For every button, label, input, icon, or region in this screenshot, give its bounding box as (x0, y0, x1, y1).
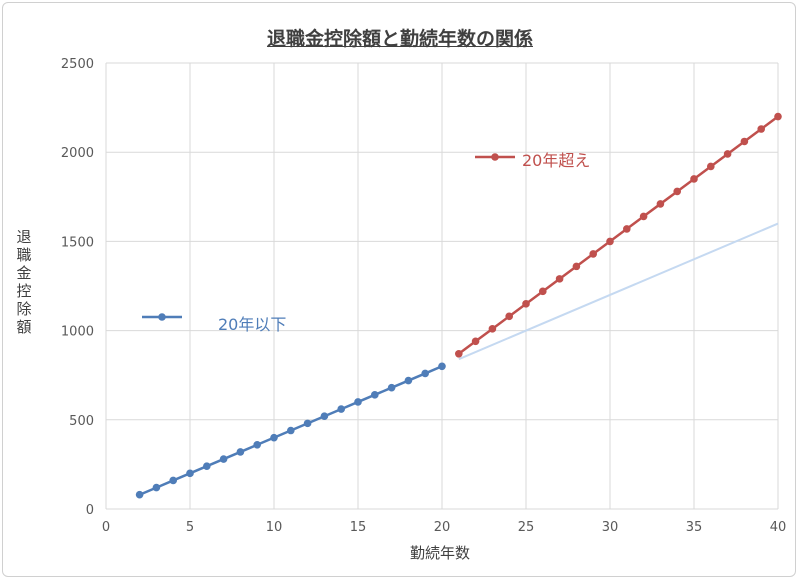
y-tick-label: 0 (86, 503, 94, 518)
data-point (757, 125, 765, 133)
legend-label: 20年以下 (218, 315, 286, 334)
data-point (774, 112, 782, 121)
data-point (656, 200, 665, 208)
data-point (203, 462, 211, 470)
data-point (707, 162, 715, 171)
data-point (505, 312, 513, 321)
legend-marker (158, 313, 166, 321)
y-axis-title-char: 控 (16, 282, 32, 300)
tick-labels: 0 500 1000 1500 2000 2500 0 5 10 15 20 25 30 35 40 (61, 57, 786, 535)
x-tick-label: 15 (350, 520, 367, 535)
data-point (152, 483, 161, 492)
data-point (555, 275, 564, 283)
series-line-2 (458, 222, 779, 361)
data-point (589, 250, 597, 258)
y-tick-label: 2000 (61, 146, 94, 161)
x-tick-label: 25 (518, 520, 535, 535)
legend-label: 20年超え (522, 151, 590, 170)
data-point (723, 150, 732, 158)
data-point (387, 383, 396, 392)
data-point (421, 369, 430, 378)
data-point (690, 175, 698, 183)
x-tick-label: 35 (686, 520, 703, 535)
data-point (522, 300, 530, 308)
series-plot (135, 112, 782, 499)
data-point (169, 476, 177, 485)
y-axis-title: 退職金控除額 (14, 228, 34, 336)
y-axis-title-char: 額 (16, 318, 32, 336)
data-point (488, 325, 497, 333)
x-tick-label: 30 (602, 520, 619, 535)
y-axis-title-char: 退 (16, 228, 32, 246)
data-point (253, 440, 261, 449)
data-point (455, 349, 463, 358)
data-point (236, 448, 245, 456)
data-point (354, 398, 362, 406)
x-tick-label: 20 (434, 520, 451, 535)
x-tick-label: 40 (770, 520, 787, 535)
series-labels: 20年以下 20年超え (142, 151, 590, 334)
data-point (438, 362, 446, 371)
data-point (740, 137, 749, 146)
y-tick-label: 2500 (61, 57, 94, 72)
y-axis-title-char: 金 (16, 264, 32, 282)
data-point (303, 419, 312, 428)
data-point (623, 225, 631, 233)
x-tick-label: 10 (266, 520, 283, 535)
x-tick-label: 5 (186, 520, 194, 535)
legend-marker (491, 153, 499, 161)
data-point (371, 391, 379, 399)
x-tick-label: 0 (102, 520, 110, 535)
data-point (471, 337, 480, 346)
data-point (337, 405, 346, 413)
x-axis-title: 勤続年数 (410, 544, 470, 562)
data-point (287, 426, 295, 435)
data-point (673, 187, 681, 196)
data-point (135, 490, 144, 499)
data-point (539, 287, 547, 296)
data-point (270, 433, 278, 442)
y-tick-label: 1500 (61, 235, 94, 250)
data-point (186, 469, 194, 478)
y-tick-label: 1000 (61, 325, 94, 340)
grid-lines (105, 62, 779, 510)
chart-title: 退職金控除額と勤続年数の関係 (266, 28, 533, 50)
y-tick-label: 500 (69, 414, 94, 429)
y-axis-title-char: 除 (16, 300, 32, 318)
y-axis-title-char: 職 (16, 246, 32, 264)
data-point (572, 262, 581, 271)
data-point (219, 455, 228, 463)
data-point (404, 376, 413, 385)
data-point (320, 412, 329, 421)
data-point (639, 212, 648, 221)
data-point (606, 237, 614, 246)
